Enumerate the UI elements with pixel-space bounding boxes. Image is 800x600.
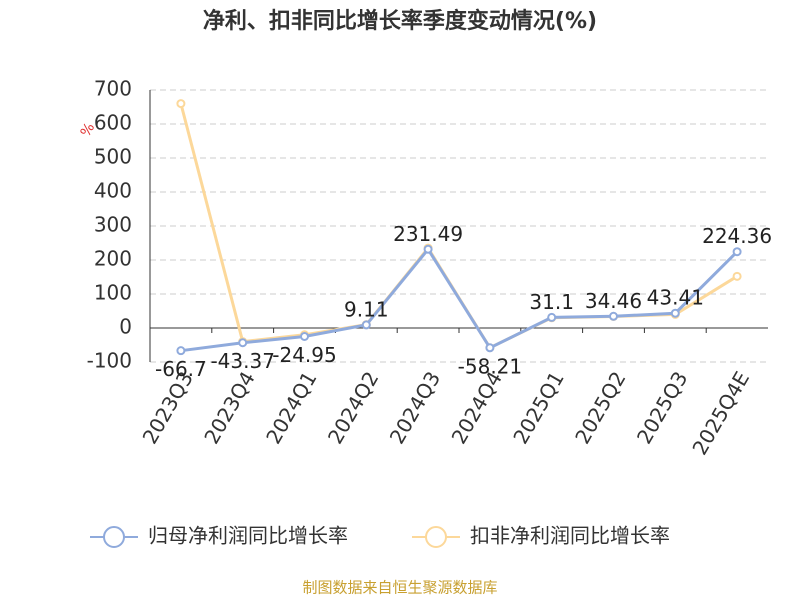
data-label: 31.1 bbox=[529, 290, 574, 314]
y-tick-label: 600 bbox=[94, 111, 132, 135]
x-tick-label: 2024Q3 bbox=[385, 367, 445, 448]
data-label: 224.36 bbox=[702, 224, 772, 248]
legend-marker bbox=[103, 526, 125, 548]
data-point bbox=[547, 312, 557, 322]
data-point bbox=[361, 320, 371, 330]
x-tick-label: 2025Q2 bbox=[570, 367, 630, 448]
y-tick-label: 100 bbox=[94, 281, 132, 305]
data-label: 231.49 bbox=[393, 222, 463, 246]
data-point bbox=[176, 346, 186, 356]
y-tick-label: 300 bbox=[94, 213, 132, 237]
data-point bbox=[423, 244, 433, 254]
x-tick-label: 2024Q2 bbox=[323, 367, 383, 448]
legend-label: 归母净利润同比增长率 bbox=[148, 524, 348, 548]
data-point bbox=[176, 99, 186, 109]
x-tick-label: 2024Q1 bbox=[261, 367, 321, 448]
data-label: -24.95 bbox=[272, 343, 336, 367]
legend-label: 扣非净利润同比增长率 bbox=[470, 524, 670, 548]
y-tick-label: 200 bbox=[94, 247, 132, 271]
data-label: 9.11 bbox=[344, 297, 389, 321]
chart-title: 净利、扣非同比增长率季度变动情况(%) bbox=[203, 8, 597, 34]
x-tick-label: 2025Q4E bbox=[687, 367, 754, 459]
y-tick-label: 700 bbox=[94, 77, 132, 101]
y-tick-label: -100 bbox=[87, 349, 132, 373]
data-point bbox=[732, 247, 742, 257]
y-tick-label: 0 bbox=[119, 315, 132, 339]
data-point bbox=[485, 343, 495, 353]
x-tick-label: 2025Q1 bbox=[508, 367, 568, 448]
data-point bbox=[670, 308, 680, 318]
data-label: -58.21 bbox=[458, 354, 522, 378]
data-point bbox=[609, 311, 618, 321]
data-label: -66.7 bbox=[155, 357, 207, 381]
source-note: 制图数据来自恒生聚源数据库 bbox=[302, 579, 497, 597]
x-tick-label: 2023Q4 bbox=[199, 367, 259, 448]
y-tick-label: 500 bbox=[94, 145, 132, 169]
x-tick-label: 2024Q4 bbox=[447, 367, 507, 448]
series-line bbox=[180, 246, 739, 353]
data-point bbox=[300, 331, 309, 341]
data-label: -43.37 bbox=[210, 349, 274, 373]
data-label: 43.41 bbox=[647, 286, 704, 310]
data-point bbox=[732, 271, 742, 281]
data-point bbox=[238, 338, 248, 348]
legend-marker bbox=[425, 526, 447, 548]
x-tick-label: 2025Q3 bbox=[632, 367, 692, 448]
y-tick-label: 400 bbox=[94, 179, 132, 203]
data-label: 34.46 bbox=[585, 289, 642, 313]
